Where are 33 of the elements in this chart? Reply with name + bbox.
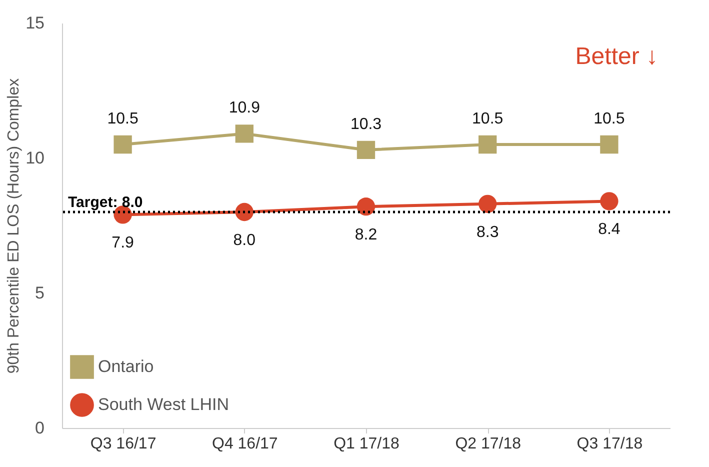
point — [114, 135, 132, 154]
point — [235, 202, 254, 222]
point — [600, 135, 618, 154]
data-label: 10.9 — [228, 100, 260, 117]
point — [356, 140, 376, 159]
y-tick-label: 10 — [26, 148, 44, 168]
y-axis-title: 90th Percentile ED LOS (Hours) Complex — [6, 78, 23, 374]
ref-line-label: Target: 8.0 — [68, 194, 143, 211]
point — [600, 192, 618, 210]
y-tick-label: 0 — [35, 418, 44, 438]
x-tick-label: Q3 16/17 — [90, 436, 156, 452]
point — [478, 135, 497, 154]
data-label: 8.2 — [354, 226, 378, 244]
x-tick-label: Q2 17/18 — [455, 436, 522, 452]
legend-label: South West LHIN — [98, 395, 230, 414]
data-label: 10.5 — [107, 110, 138, 128]
data-label: 10.5 — [472, 110, 504, 128]
point — [235, 124, 254, 143]
x-tick-label: Q3 17/18 — [576, 436, 643, 452]
x-tick-label: Q4 16/17 — [212, 436, 278, 452]
y-tick-label: 5 — [35, 284, 44, 302]
data-label: 7.9 — [112, 234, 134, 252]
point — [478, 194, 497, 213]
data-label: 10.3 — [350, 116, 382, 133]
point — [356, 198, 376, 216]
data-label: 8.3 — [476, 224, 499, 241]
annotation: Better ↓ — [575, 43, 658, 70]
y-tick-label: 15 — [26, 14, 44, 32]
data-label: 10.5 — [594, 110, 625, 128]
data-label: 8.4 — [598, 221, 620, 238]
x-tick-label: Q1 17/18 — [334, 436, 400, 452]
data-label: 8.0 — [233, 232, 256, 249]
legend-label: Ontario — [98, 357, 154, 376]
